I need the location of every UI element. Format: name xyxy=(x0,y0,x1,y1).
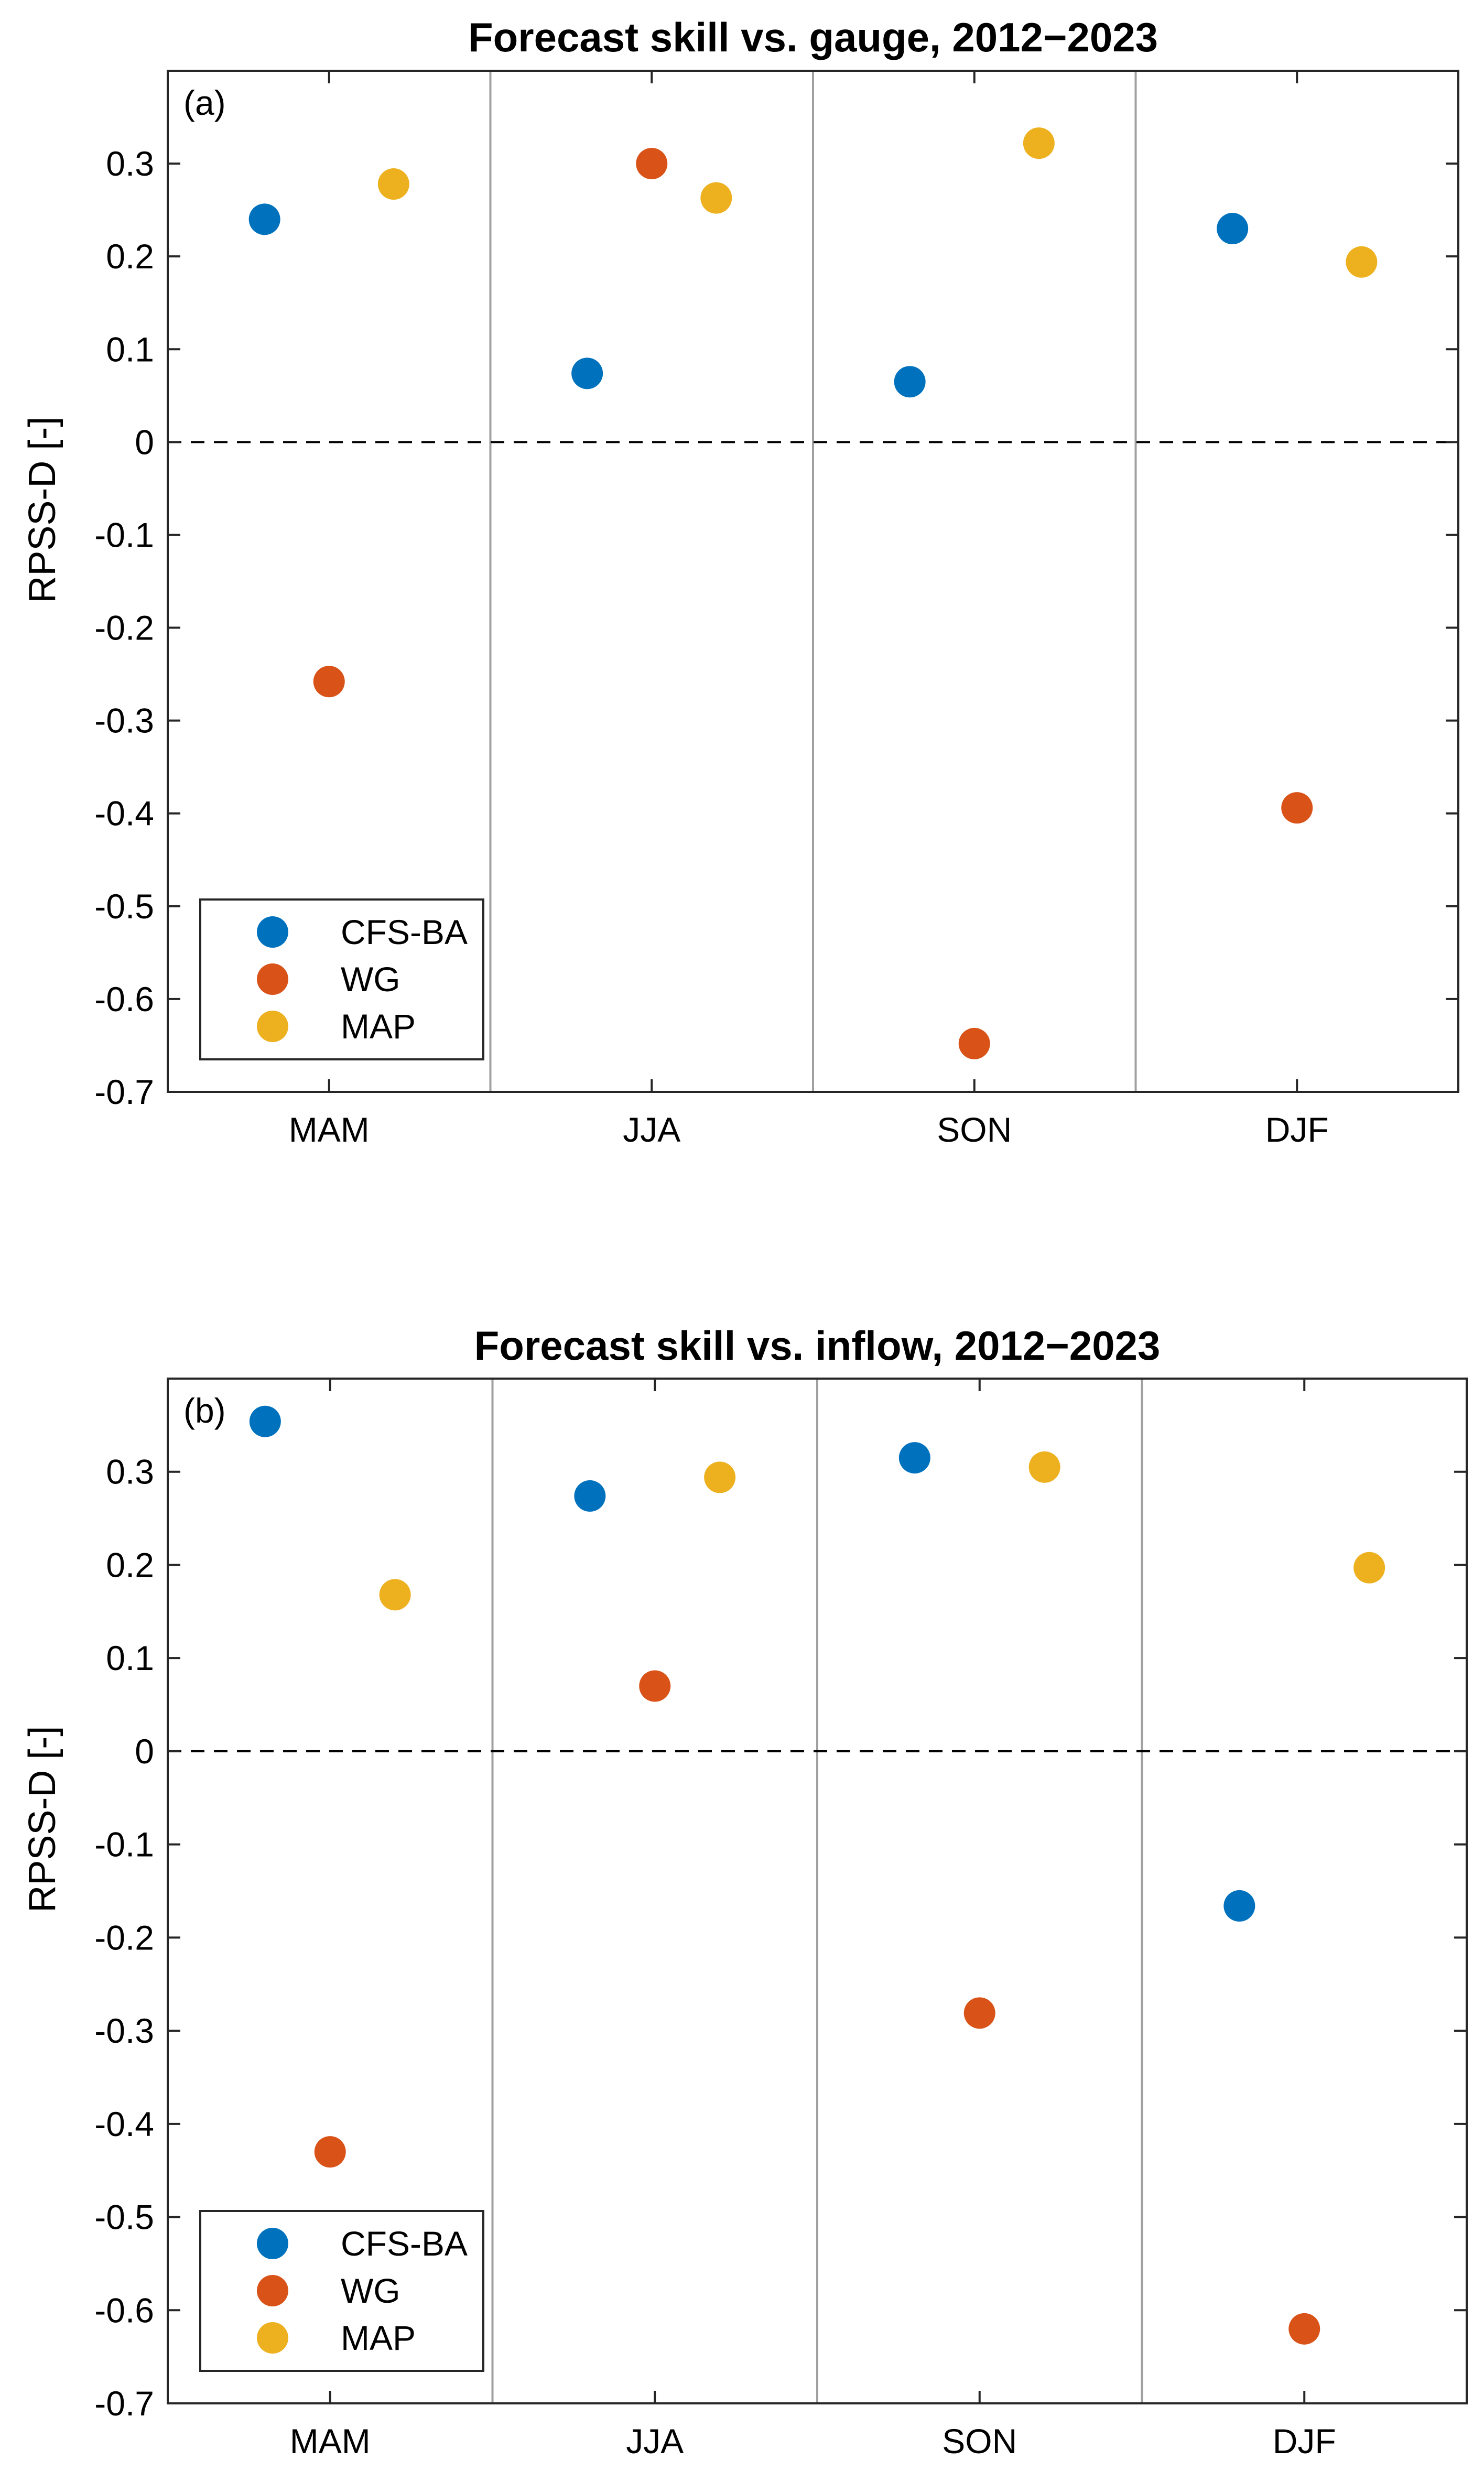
y-tick-label: -0.3 xyxy=(94,701,154,740)
y-tick-label: 0.1 xyxy=(106,1639,154,1677)
y-tick-label: -0.6 xyxy=(94,2291,154,2329)
data-point-wg xyxy=(636,148,668,180)
data-point-map xyxy=(1353,1552,1385,1584)
data-point-map xyxy=(379,1579,411,1611)
y-tick-label: -0.6 xyxy=(94,980,154,1018)
legend-label-wg: WG xyxy=(341,960,400,999)
legend-marker-map xyxy=(257,1011,288,1042)
y-tick-label: -0.2 xyxy=(94,1918,154,1957)
y-tick-label: 0 xyxy=(135,1732,154,1771)
y-axis-label: RPSS-D [-] xyxy=(21,1726,63,1913)
data-point-wg xyxy=(963,1997,995,2029)
data-point-wg xyxy=(1281,792,1313,824)
axes-box xyxy=(167,1378,1468,2404)
y-tick-label: 0 xyxy=(135,422,154,461)
y-tick-label: -0.3 xyxy=(94,2011,154,2050)
data-point-cfs-ba xyxy=(1217,213,1249,245)
chart-panel-a: Forecast skill vs. gauge, 2012−2023 0.3 0.… xyxy=(21,14,1459,1149)
x-tick-label: JJA xyxy=(626,2422,684,2461)
y-tick-label: -0.7 xyxy=(94,2384,154,2423)
data-point-cfs-ba xyxy=(248,203,280,235)
axes-box xyxy=(167,70,1459,1093)
y-tick-label: -0.4 xyxy=(94,794,154,833)
data-point-map xyxy=(1028,1451,1060,1483)
y-tick-label: 0.2 xyxy=(106,237,154,276)
panel-label: (a) xyxy=(183,83,226,122)
data-point-wg xyxy=(639,1670,671,1702)
legend-marker-cfs-ba xyxy=(257,2228,288,2259)
data-point-map xyxy=(704,1461,736,1493)
x-tick-label: JJA xyxy=(623,1110,680,1149)
legend-label-map: MAP xyxy=(341,1007,416,1046)
chart-title: Forecast skill vs. inflow, 2012−2023 xyxy=(474,1323,1161,1369)
chart-panel-b: Forecast skill vs. inflow, 2012−2023 0.3 0… xyxy=(21,1323,1468,2461)
panel-label: (b) xyxy=(183,1391,226,1430)
x-tick-label: SON xyxy=(942,2422,1017,2461)
data-point-cfs-ba xyxy=(1223,1890,1255,1922)
data-point-wg xyxy=(958,1027,990,1059)
legend-marker-map xyxy=(257,2322,288,2354)
y-tick-label: 0.3 xyxy=(106,1453,154,1491)
data-point-map xyxy=(1023,127,1055,159)
y-tick-label: -0.5 xyxy=(94,2198,154,2237)
data-point-cfs-ba xyxy=(249,1405,281,1437)
y-axis-label: RPSS-D [-] xyxy=(21,417,63,603)
y-tick-label: -0.1 xyxy=(94,515,154,554)
x-tick-label: DJF xyxy=(1265,1110,1329,1149)
legend-label-map: MAP xyxy=(341,2318,416,2357)
y-tick-label: -0.2 xyxy=(94,609,154,647)
y-tick-label: -0.1 xyxy=(94,1825,154,1864)
x-tick-label: MAM xyxy=(290,2422,371,2461)
y-tick-label: 0.1 xyxy=(106,330,154,368)
data-point-cfs-ba xyxy=(571,357,603,389)
data-point-wg xyxy=(314,2136,346,2168)
legend-marker-wg xyxy=(257,963,288,995)
x-tick-label: DJF xyxy=(1273,2422,1336,2461)
y-tick-label: -0.5 xyxy=(94,887,154,926)
data-point-cfs-ba xyxy=(898,1442,930,1474)
data-point-map xyxy=(1346,246,1378,278)
y-tick-label: -0.4 xyxy=(94,2105,154,2143)
legend-marker-wg xyxy=(257,2275,288,2306)
data-point-wg xyxy=(1288,2313,1320,2345)
legend-box xyxy=(199,898,484,1060)
legend-marker-cfs-ba xyxy=(257,916,288,948)
legend-label-wg: WG xyxy=(341,2271,400,2310)
data-point-map xyxy=(377,168,409,200)
data-point-cfs-ba xyxy=(574,1480,606,1512)
x-tick-label: SON xyxy=(937,1110,1012,1149)
y-tick-label: -0.7 xyxy=(94,1072,154,1111)
y-tick-label: 0.3 xyxy=(106,144,154,183)
legend-label-cfs-ba: CFS-BA xyxy=(341,2224,468,2263)
data-point-cfs-ba xyxy=(894,366,926,398)
data-point-wg xyxy=(313,666,345,698)
chart-title: Forecast skill vs. gauge, 2012−2023 xyxy=(468,14,1158,60)
data-point-map xyxy=(700,182,732,214)
x-tick-label: MAM xyxy=(289,1110,370,1149)
legend-label-cfs-ba: CFS-BA xyxy=(341,913,468,951)
legend-box xyxy=(199,2210,484,2372)
y-tick-label: 0.2 xyxy=(106,1545,154,1584)
